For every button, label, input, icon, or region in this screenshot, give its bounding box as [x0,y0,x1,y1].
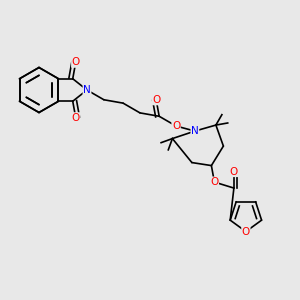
Text: O: O [172,121,180,131]
Text: N: N [83,85,91,95]
Text: N: N [191,126,199,136]
Text: O: O [152,95,160,105]
Text: O: O [242,226,250,237]
Text: O: O [210,177,218,187]
Text: O: O [72,113,80,123]
Text: O: O [230,167,238,177]
Text: O: O [72,57,80,67]
